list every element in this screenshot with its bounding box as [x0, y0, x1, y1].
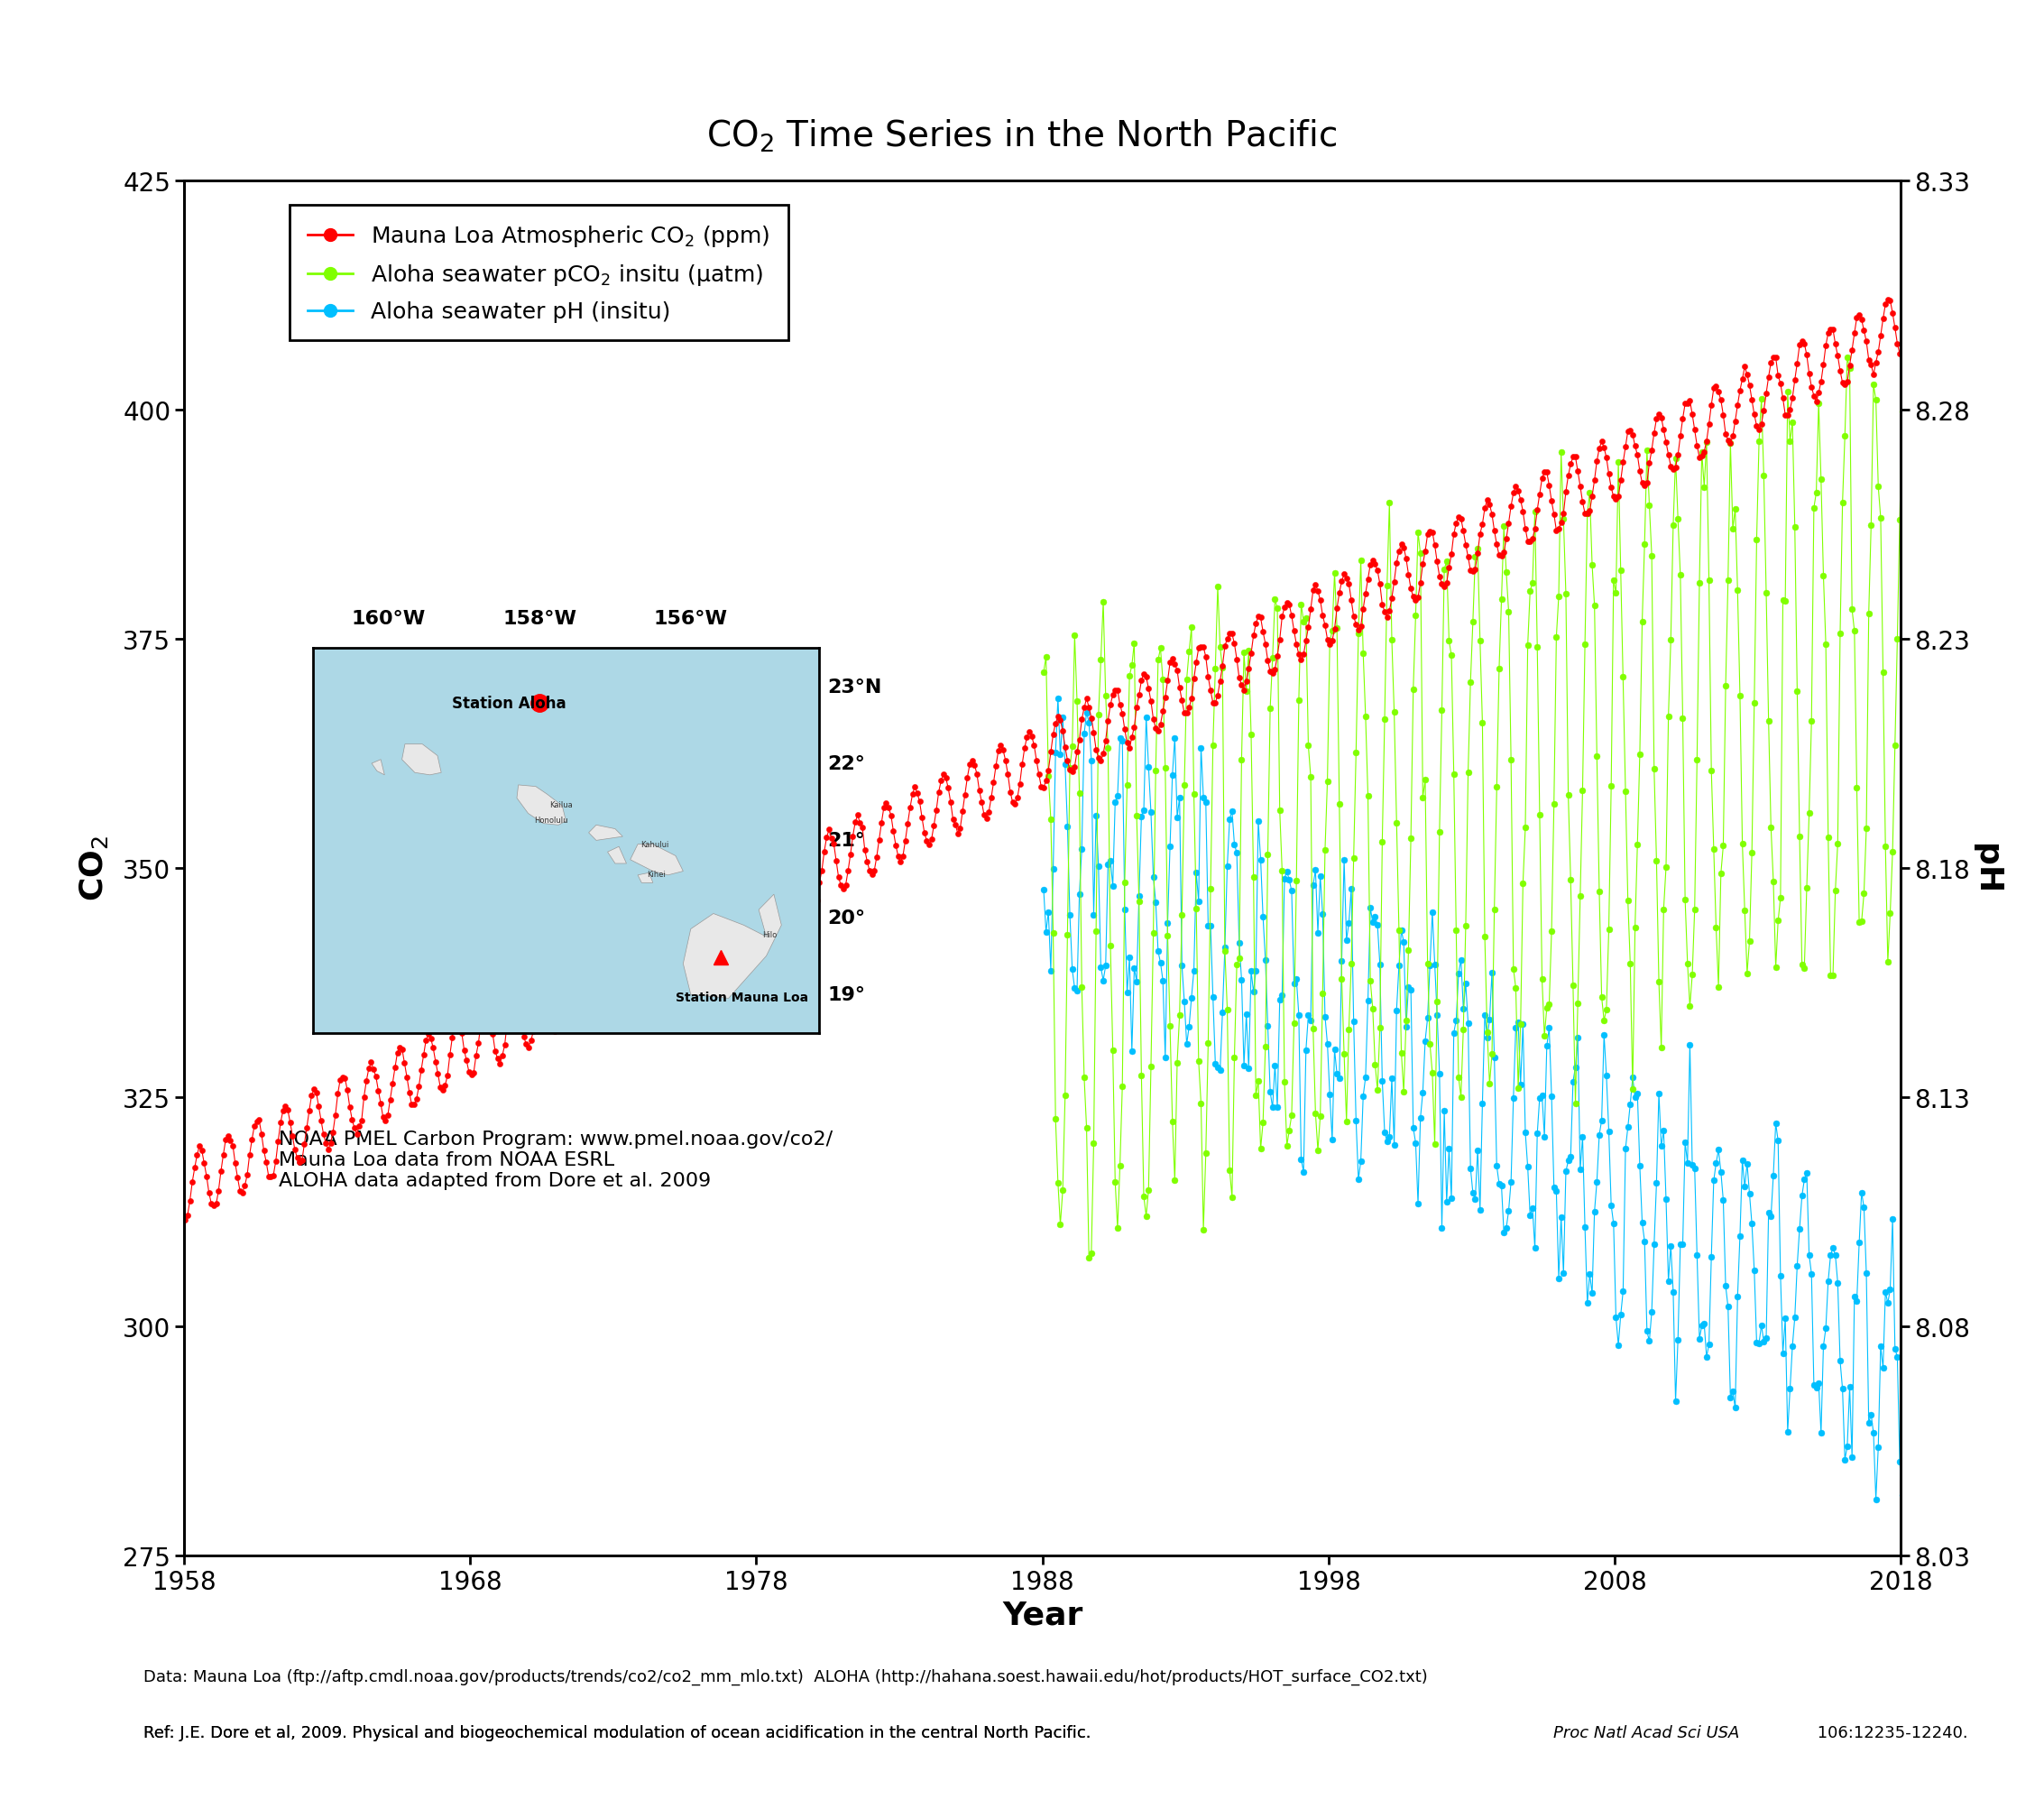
Text: 23°N: 23°N — [828, 678, 883, 696]
Text: 20°: 20° — [828, 908, 867, 926]
Text: 21°: 21° — [828, 832, 867, 850]
Legend: Mauna Loa Atmospheric CO$_2$ (ppm), Aloha seawater pCO$_2$ insitu (μatm), Aloha : Mauna Loa Atmospheric CO$_2$ (ppm), Aloh… — [290, 206, 789, 342]
Text: 160°W: 160°W — [352, 610, 425, 628]
Text: CO$_2$ Time Series in the North Pacific: CO$_2$ Time Series in the North Pacific — [707, 118, 1337, 154]
Text: 19°: 19° — [828, 986, 867, 1004]
Y-axis label: pH: pH — [1970, 843, 2001, 894]
Text: 156°W: 156°W — [654, 610, 728, 628]
Y-axis label: CO$_2$: CO$_2$ — [78, 836, 110, 901]
Text: 158°W: 158°W — [503, 610, 576, 628]
Text: NOAA PMEL Carbon Program: www.pmel.noaa.gov/co2/
Mauna Loa data from NOAA ESRL
A: NOAA PMEL Carbon Program: www.pmel.noaa.… — [278, 1129, 832, 1190]
Text: Ref: J.E. Dore et al, 2009. Physical and biogeochemical modulation of ocean acid: Ref: J.E. Dore et al, 2009. Physical and… — [143, 1724, 1096, 1740]
Text: Proc Natl Acad Sci USA: Proc Natl Acad Sci USA — [1553, 1724, 1739, 1740]
Text: 22°: 22° — [828, 754, 865, 772]
Text: 106:12235-12240.: 106:12235-12240. — [1813, 1724, 1968, 1740]
Text: Data: Mauna Loa (ftp://aftp.cmdl.noaa.gov/products/trends/co2/co2_mm_mlo.txt)  A: Data: Mauna Loa (ftp://aftp.cmdl.noaa.go… — [143, 1668, 1427, 1684]
X-axis label: Year: Year — [1002, 1599, 1083, 1630]
Text: Ref: J.E. Dore et al, 2009. Physical and biogeochemical modulation of ocean acid: Ref: J.E. Dore et al, 2009. Physical and… — [143, 1724, 1096, 1740]
